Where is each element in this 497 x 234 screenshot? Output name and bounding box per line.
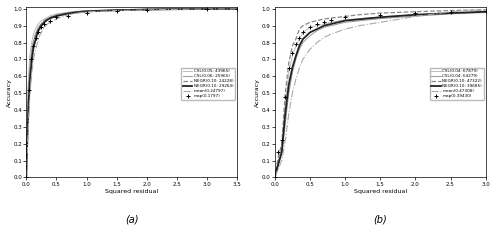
Text: (b): (b): [373, 215, 387, 225]
X-axis label: Squared residual: Squared residual: [105, 189, 158, 194]
Y-axis label: Accuracy: Accuracy: [255, 78, 260, 107]
Y-axis label: Accuracy: Accuracy: [7, 78, 12, 107]
Legend: CSL(0.04: 67879), CSL(0.04: 64279), NEGR(0.10: 47322), NEGR(0.10: 39685), mean(0: CSL(0.04: 67879), CSL(0.04: 64279), NEGR…: [430, 67, 484, 100]
Text: (a): (a): [125, 215, 139, 225]
X-axis label: Squared residual: Squared residual: [354, 189, 407, 194]
Legend: CSL(0.05: 43965), CSL(0.06: 25965), NEGR(0.10: 24228), NEGR(0.10: 29264), mean(0: CSL(0.05: 43965), CSL(0.06: 25965), NEGR…: [181, 67, 235, 100]
